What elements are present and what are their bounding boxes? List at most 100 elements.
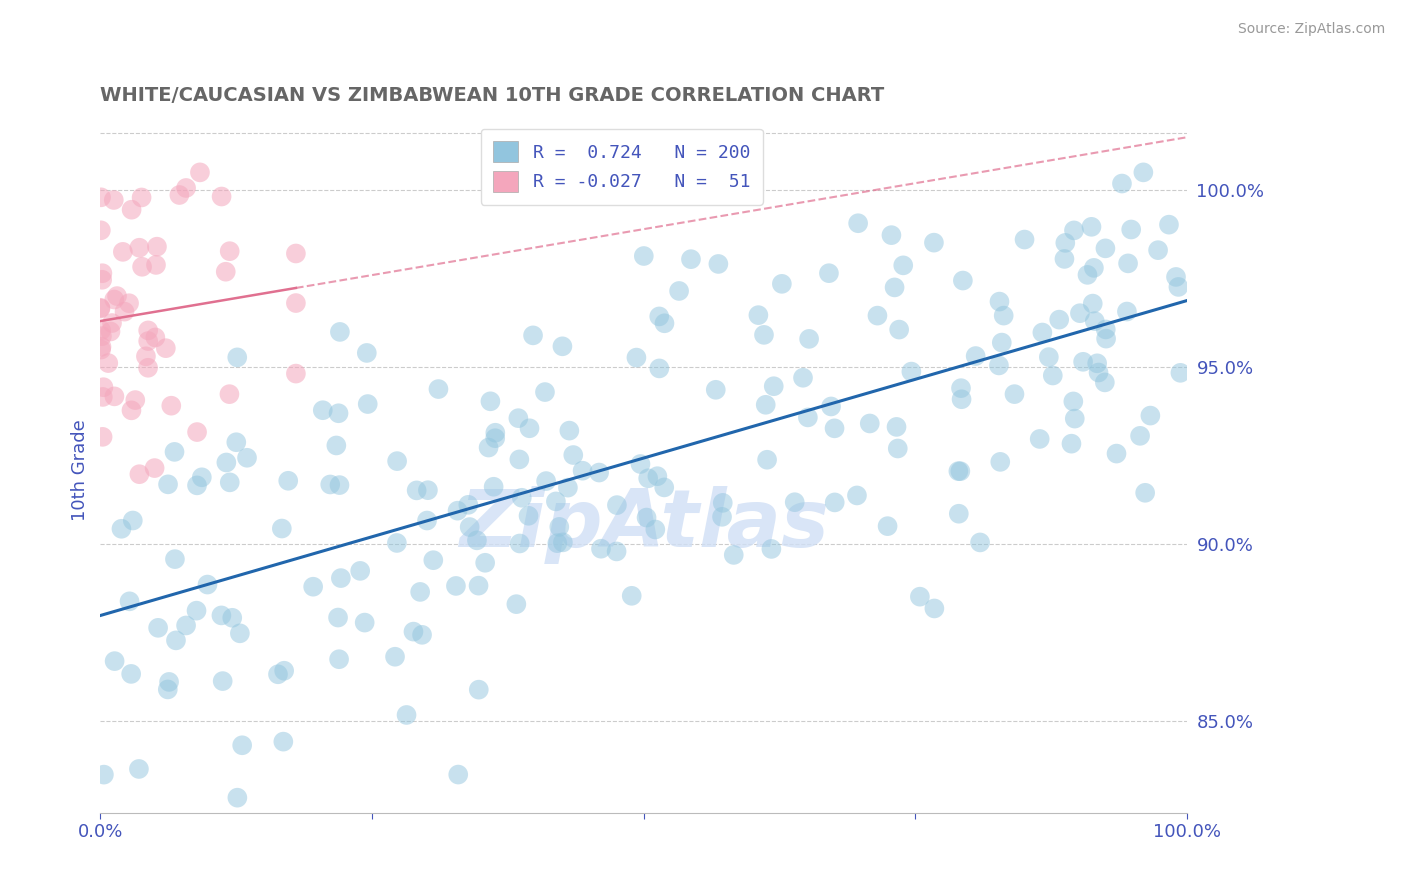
Point: [707, 257, 730, 271]
Point: [546, 536, 568, 550]
Point: [90, 343, 112, 357]
Point: [146, 621, 169, 635]
Point: [468, 682, 491, 697]
Point: [1121, 222, 1143, 236]
Point: [356, 346, 378, 360]
Point: [131, 190, 153, 204]
Point: [824, 421, 846, 435]
Point: [319, 477, 342, 491]
Point: [160, 399, 183, 413]
Point: [770, 277, 793, 291]
Point: [647, 469, 669, 483]
Legend: R =  0.724   N = 200, R = -0.027   N =  51: R = 0.724 N = 200, R = -0.027 N = 51: [481, 128, 763, 204]
Point: [846, 488, 869, 502]
Point: [484, 425, 506, 440]
Point: [169, 188, 191, 202]
Point: [948, 464, 970, 478]
Point: [783, 495, 806, 509]
Point: [215, 455, 238, 469]
Point: [846, 216, 869, 230]
Point: [357, 397, 380, 411]
Point: [163, 552, 186, 566]
Point: [987, 359, 1010, 373]
Point: [891, 258, 914, 272]
Point: [924, 601, 946, 615]
Point: [197, 577, 219, 591]
Point: [90, 340, 112, 354]
Point: [186, 425, 208, 439]
Point: [93, 380, 115, 394]
Point: [1085, 356, 1108, 370]
Point: [103, 293, 125, 307]
Point: [991, 335, 1014, 350]
Point: [1083, 260, 1105, 275]
Point: [482, 480, 505, 494]
Point: [1129, 429, 1152, 443]
Point: [1094, 241, 1116, 255]
Point: [883, 280, 905, 294]
Point: [444, 579, 467, 593]
Point: [273, 734, 295, 748]
Point: [633, 249, 655, 263]
Point: [1094, 322, 1116, 336]
Point: [218, 475, 240, 490]
Point: [792, 370, 814, 384]
Text: WHITE/CAUCASIAN VS ZIMBABWEAN 10TH GRADE CORRELATION CHART: WHITE/CAUCASIAN VS ZIMBABWEAN 10TH GRADE…: [100, 87, 884, 105]
Point: [91, 266, 114, 280]
Point: [218, 244, 240, 259]
Point: [302, 580, 325, 594]
Point: [1157, 218, 1180, 232]
Point: [277, 474, 299, 488]
Point: [104, 654, 127, 668]
Point: [1164, 269, 1187, 284]
Point: [395, 708, 418, 723]
Point: [1060, 436, 1083, 450]
Point: [284, 367, 307, 381]
Point: [886, 420, 908, 434]
Point: [349, 564, 371, 578]
Point: [465, 533, 488, 548]
Point: [229, 626, 252, 640]
Point: [284, 246, 307, 260]
Point: [416, 483, 439, 498]
Point: [128, 762, 150, 776]
Point: [326, 610, 349, 624]
Point: [236, 450, 259, 465]
Point: [950, 392, 973, 407]
Point: [571, 464, 593, 478]
Point: [723, 548, 745, 562]
Point: [411, 628, 433, 642]
Point: [103, 193, 125, 207]
Point: [1105, 446, 1128, 460]
Point: [644, 523, 666, 537]
Point: [859, 417, 882, 431]
Point: [328, 478, 350, 492]
Point: [1038, 350, 1060, 364]
Point: [965, 349, 987, 363]
Point: [505, 597, 527, 611]
Point: [165, 633, 187, 648]
Point: [1063, 223, 1085, 237]
Text: Source: ZipAtlas.com: Source: ZipAtlas.com: [1237, 22, 1385, 37]
Point: [91, 430, 114, 444]
Point: [136, 334, 159, 348]
Point: [188, 165, 211, 179]
Point: [221, 611, 243, 625]
Point: [1014, 233, 1036, 247]
Point: [385, 454, 408, 468]
Point: [103, 389, 125, 403]
Point: [606, 544, 628, 558]
Point: [402, 624, 425, 639]
Point: [211, 674, 233, 689]
Point: [312, 403, 335, 417]
Point: [157, 674, 180, 689]
Point: [1063, 411, 1085, 425]
Point: [522, 328, 544, 343]
Point: [948, 507, 970, 521]
Point: [761, 541, 783, 556]
Point: [146, 240, 169, 254]
Point: [409, 585, 432, 599]
Point: [952, 274, 974, 288]
Point: [215, 265, 238, 279]
Point: [1042, 368, 1064, 383]
